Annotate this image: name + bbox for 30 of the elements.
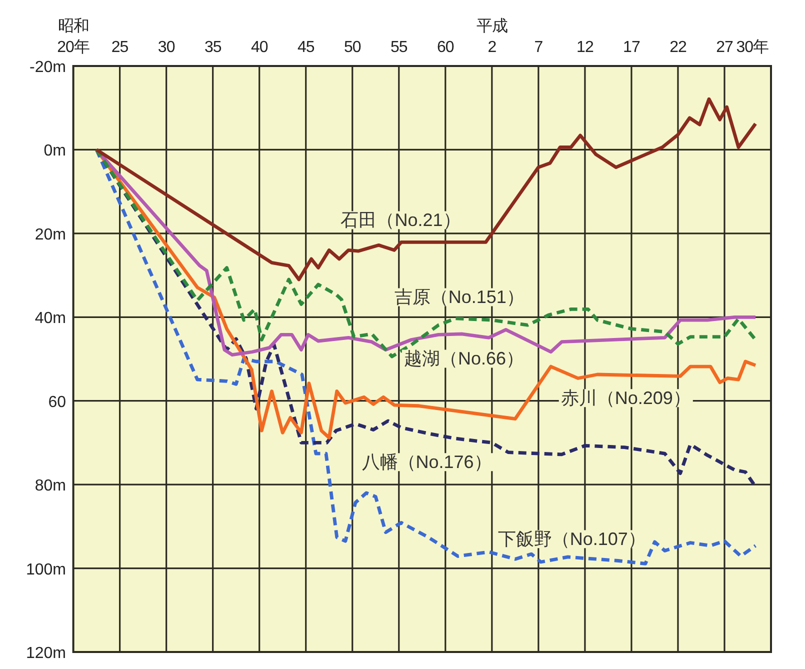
series-label: 越湖（No.66） <box>404 348 524 369</box>
series-label: 赤川（No.209） <box>560 388 691 408</box>
y-tick-label: 40m <box>34 310 66 328</box>
series-label: 下飯野（No.107） <box>498 529 646 550</box>
x-tick-label: 12 <box>576 39 594 56</box>
y-tick-label: 20m <box>34 226 66 244</box>
x-tick-label: 7 <box>534 39 544 56</box>
x-tick-label: 55 <box>390 39 408 56</box>
x-tick-label: 25 <box>111 39 129 56</box>
x-tick-label: 40 <box>250 39 268 56</box>
x-tick-label: 27 <box>716 39 734 56</box>
x-tick-label: 17 <box>623 39 640 56</box>
x-tick-label: 30年 <box>736 39 770 56</box>
series-label: 吉原（No.151） <box>394 287 524 308</box>
series-label: 石田（No.21） <box>340 210 461 230</box>
y-tick-label: 0m <box>44 142 66 160</box>
x-tick-label: 60 <box>437 39 454 56</box>
series-label: 八幡（No.176） <box>362 452 492 472</box>
y-tick-label: 80m <box>34 478 66 495</box>
y-tick-label: 60 <box>48 394 66 411</box>
x-tick-label: 30 <box>158 39 176 56</box>
x-tick-label: 平成 2 <box>476 17 508 56</box>
x-tick-label: 45 <box>297 39 315 56</box>
y-tick-label: 120m <box>26 645 66 662</box>
x-tick-label: 昭和 20年 <box>57 17 90 56</box>
y-tick-label: -20m <box>30 59 66 76</box>
x-tick-label: 50 <box>344 39 362 56</box>
y-tick-label: 100m <box>26 561 66 578</box>
x-tick-label: 22 <box>670 39 687 56</box>
x-tick-label: 35 <box>204 39 222 56</box>
